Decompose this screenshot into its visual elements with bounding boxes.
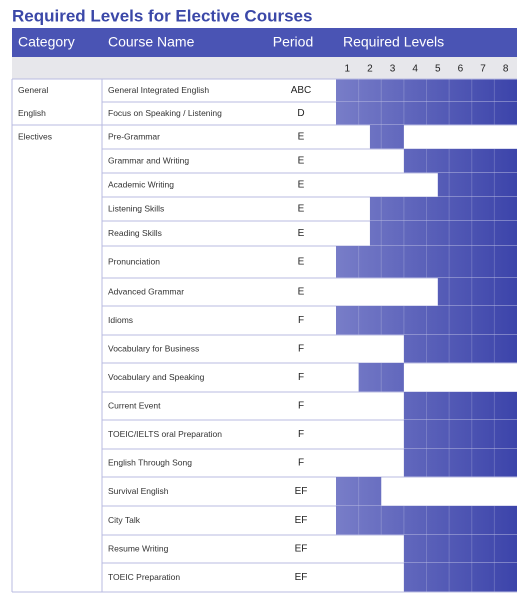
period: F (298, 458, 304, 469)
course-name: Focus on Speaking / Listening (108, 108, 222, 118)
level-number: 8 (503, 64, 509, 75)
level-shade (336, 79, 517, 102)
course-name: Pre-Grammar (108, 131, 160, 141)
level-number: 6 (458, 64, 464, 75)
level-number: 2 (367, 64, 373, 75)
course-name: Listening Skills (108, 203, 164, 213)
period: E (298, 156, 305, 167)
level-number: 1 (345, 64, 351, 75)
course-name: Academic Writing (108, 179, 174, 189)
period: F (298, 372, 304, 383)
period: E (298, 204, 305, 215)
period: F (298, 429, 304, 440)
title: Required Levels for Elective Courses (12, 6, 312, 25)
level-number: 7 (480, 64, 486, 75)
header-period: Period (273, 34, 313, 50)
level-shade (403, 420, 517, 449)
category: General (18, 85, 48, 95)
course-name: English Through Song (108, 457, 192, 467)
period: EF (295, 486, 308, 497)
level-shade (437, 173, 517, 197)
period: E (298, 287, 305, 298)
level-shade (403, 535, 517, 563)
level-shade (336, 102, 517, 125)
period: EF (295, 515, 308, 526)
level-shade (369, 197, 517, 221)
level-shade (358, 363, 404, 392)
course-name: TOEIC Preparation (108, 572, 180, 582)
period: EF (295, 572, 308, 583)
course-name: Resume Writing (108, 543, 169, 553)
period: E (298, 180, 305, 191)
level-shade (403, 335, 517, 363)
course-name: Reading Skills (108, 228, 162, 238)
period: E (298, 257, 305, 268)
level-number: 4 (412, 64, 418, 75)
subheader-band (12, 57, 517, 79)
period: D (297, 108, 304, 119)
period: E (298, 132, 305, 143)
level-number: 3 (390, 64, 396, 75)
category: Electives (18, 131, 52, 141)
course-name: Current Event (108, 400, 161, 410)
level-shade (403, 449, 517, 477)
level-shade (336, 246, 517, 278)
course-name: Advanced Grammar (108, 286, 184, 296)
level-shade (369, 125, 404, 149)
course-name: General Integrated English (108, 85, 209, 95)
course-name: Survival English (108, 486, 169, 496)
level-shade (403, 149, 517, 173)
course-name: Pronunciation (108, 256, 160, 266)
level-shade (336, 306, 517, 335)
level-shade (437, 278, 517, 306)
period: EF (295, 544, 308, 555)
course-name: City Talk (108, 515, 141, 525)
period: F (298, 315, 304, 326)
course-name: TOEIC/IELTS oral Preparation (108, 429, 222, 439)
header-levels: Required Levels (343, 34, 444, 50)
header-category: Category (18, 34, 75, 50)
level-shade (336, 506, 517, 535)
level-shade (369, 221, 517, 246)
course-name: Vocabulary and Speaking (108, 372, 205, 382)
period: F (298, 344, 304, 355)
period: F (298, 401, 304, 412)
course-name: Grammar and Writing (108, 155, 189, 165)
level-number: 5 (435, 64, 441, 75)
period: E (298, 228, 305, 239)
level-shade (403, 392, 517, 420)
level-shade (403, 563, 517, 592)
header-course: Course Name (108, 34, 195, 50)
category: English (18, 108, 46, 118)
level-shade (336, 477, 382, 506)
course-name: Vocabulary for Business (108, 343, 199, 353)
period: ABC (291, 85, 312, 96)
course-name: Idioms (108, 315, 133, 325)
header-band (12, 28, 517, 57)
